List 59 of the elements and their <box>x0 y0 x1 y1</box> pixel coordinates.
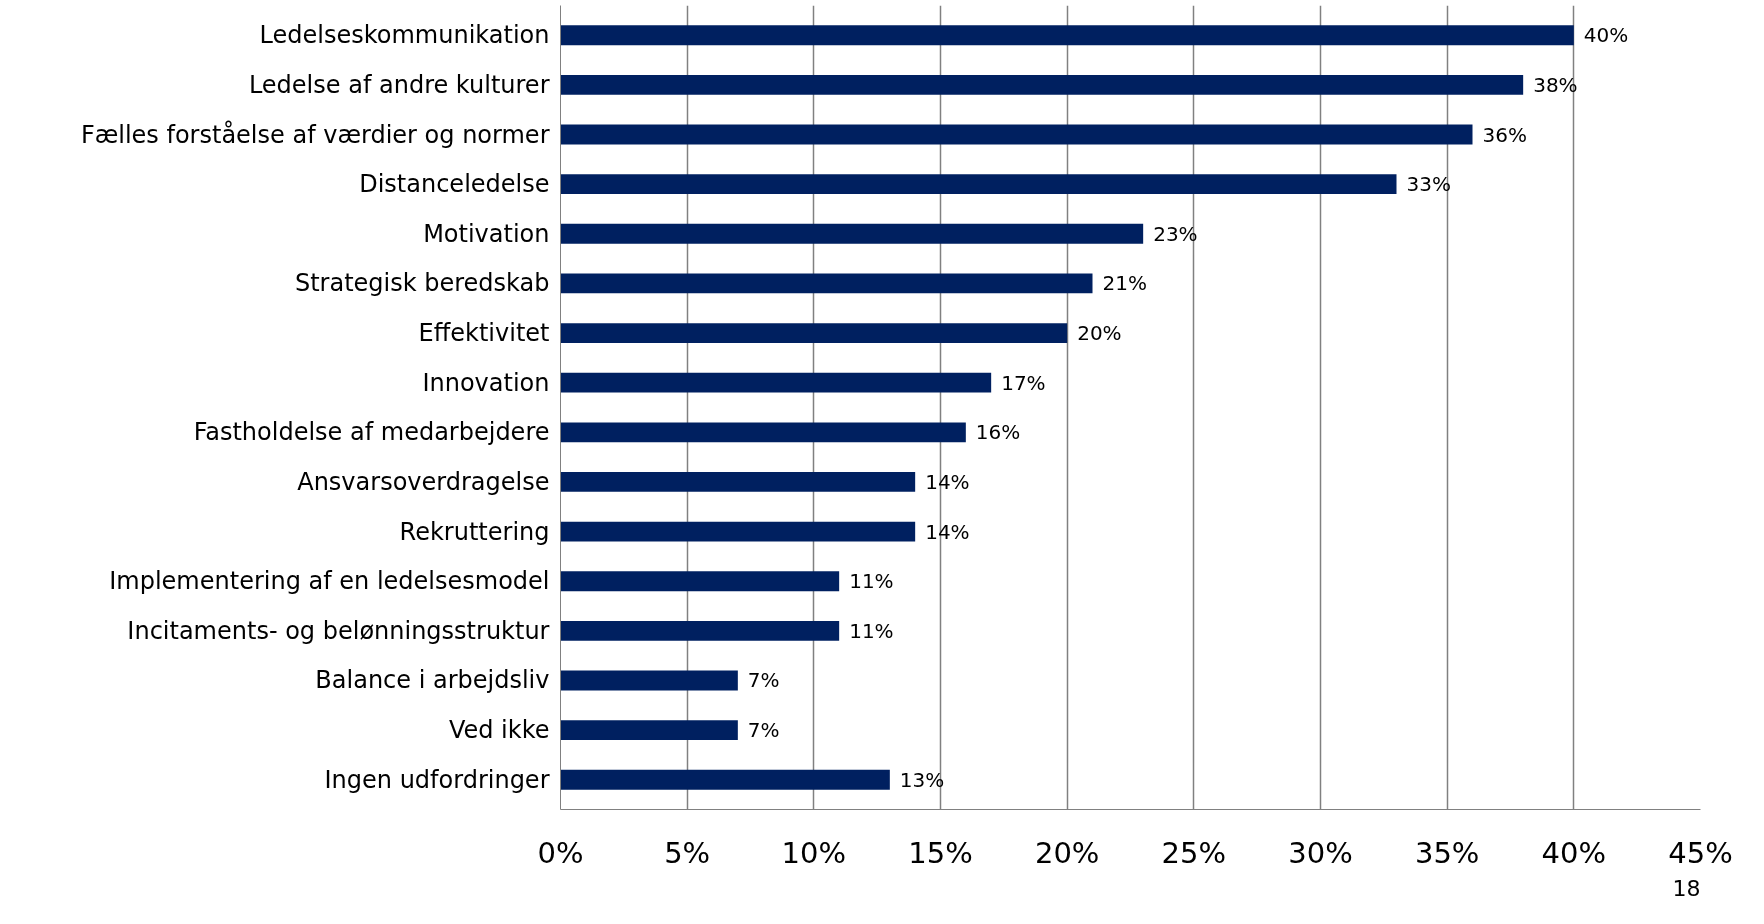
data-label: 36% <box>1482 122 1527 147</box>
data-label: 7% <box>747 668 780 693</box>
data-label: 23% <box>1153 221 1198 246</box>
y-tick-label: Rekruttering <box>399 517 550 546</box>
bar <box>560 124 1473 145</box>
y-tick-label: Incitaments- og belønningsstruktur <box>127 616 550 645</box>
bar <box>560 223 1144 244</box>
x-tick-label: 30% <box>1288 835 1353 870</box>
data-label: 14% <box>925 469 970 494</box>
y-tick-label: Ansvarsoverdragelse <box>297 467 550 496</box>
y-tick-label: Distanceledelse <box>359 170 550 199</box>
data-label: 20% <box>1077 321 1122 346</box>
bar <box>560 521 916 542</box>
y-tick-label: Fastholdelse af medarbejdere <box>193 418 550 447</box>
bar <box>560 571 840 592</box>
bar <box>560 620 840 641</box>
data-label: 11% <box>849 618 894 643</box>
bar <box>560 174 1397 195</box>
data-label: 7% <box>747 718 780 743</box>
x-tick-label: 35% <box>1414 835 1480 870</box>
x-tick-label: 10% <box>781 835 847 870</box>
data-label: 17% <box>1001 370 1046 395</box>
data-label: 13% <box>899 767 945 792</box>
bar <box>560 472 916 492</box>
y-tick-label: Strategisk beredskab <box>294 269 550 298</box>
text: 18 <box>1672 875 1701 901</box>
y-tick-label: Ledelseskommunikation <box>259 21 550 50</box>
data-label: 11% <box>849 569 894 594</box>
y-tick-label: Innovation <box>422 368 550 397</box>
bar <box>560 323 1068 343</box>
y-tick-label: Implementering af en ledelsesmodel <box>109 567 550 596</box>
x-tick-label: 0% <box>537 835 584 870</box>
data-label: 38% <box>1533 72 1578 97</box>
y-tick-label: Ved ikke <box>448 716 550 745</box>
data-label: 33% <box>1406 172 1451 197</box>
data-label: 21% <box>1102 271 1147 296</box>
y-tick-label: Balance i arbejdsliv <box>315 666 550 695</box>
x-tick-label: 40% <box>1541 835 1607 870</box>
bar <box>560 273 1093 294</box>
bar <box>560 769 890 790</box>
x-tick-label: 5% <box>664 835 711 870</box>
x-tick-label: 20% <box>1034 835 1100 870</box>
y-tick-label: Ledelse af andre kulturer <box>248 70 550 99</box>
y-tick-label: Effektivitet <box>418 319 550 348</box>
y-tick-label: Fælles forståelse af værdier og normer <box>80 119 550 149</box>
bar <box>560 422 966 443</box>
bar <box>560 74 1524 95</box>
data-label: 16% <box>975 420 1021 445</box>
y-tick-label: Ingen udfordringer <box>324 765 550 794</box>
data-label: 40% <box>1583 23 1629 48</box>
bar <box>560 720 738 741</box>
bar <box>560 372 992 393</box>
bar <box>560 25 1574 46</box>
y-tick-label: Motivation <box>423 219 550 248</box>
bar <box>560 670 738 691</box>
x-tick-label: 15% <box>908 835 973 870</box>
x-tick-label: 45% <box>1668 835 1733 870</box>
x-tick-label: 25% <box>1161 835 1227 870</box>
data-label: 14% <box>925 519 970 544</box>
